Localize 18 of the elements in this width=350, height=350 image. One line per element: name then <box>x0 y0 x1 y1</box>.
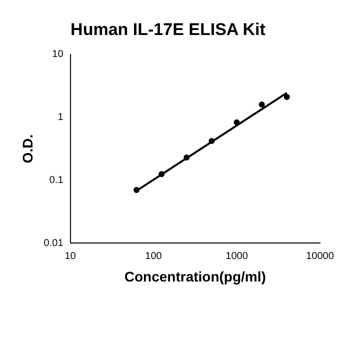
y-tick-label: 0.1 <box>49 175 64 186</box>
x-tick-label: 10 <box>64 250 76 262</box>
chart-title: Human IL-17E ELISA Kit <box>70 20 266 39</box>
y-tick-label: 0.01 <box>44 238 64 249</box>
point <box>208 138 215 144</box>
x-axis-title: Concentration(pg/ml) <box>124 268 266 284</box>
point <box>134 187 140 194</box>
point <box>284 94 290 100</box>
y-axis-title: O.D. <box>19 134 36 164</box>
point <box>184 154 190 160</box>
x-tick-label: 10000 <box>306 250 334 262</box>
y-tick-label: 10 <box>52 49 64 60</box>
y-tick-label: 1 <box>58 112 64 124</box>
point <box>258 101 265 108</box>
point <box>234 119 240 126</box>
point <box>158 171 165 178</box>
x-tick-label: 1000 <box>226 250 248 262</box>
x-tick-label: 100 <box>145 250 162 262</box>
